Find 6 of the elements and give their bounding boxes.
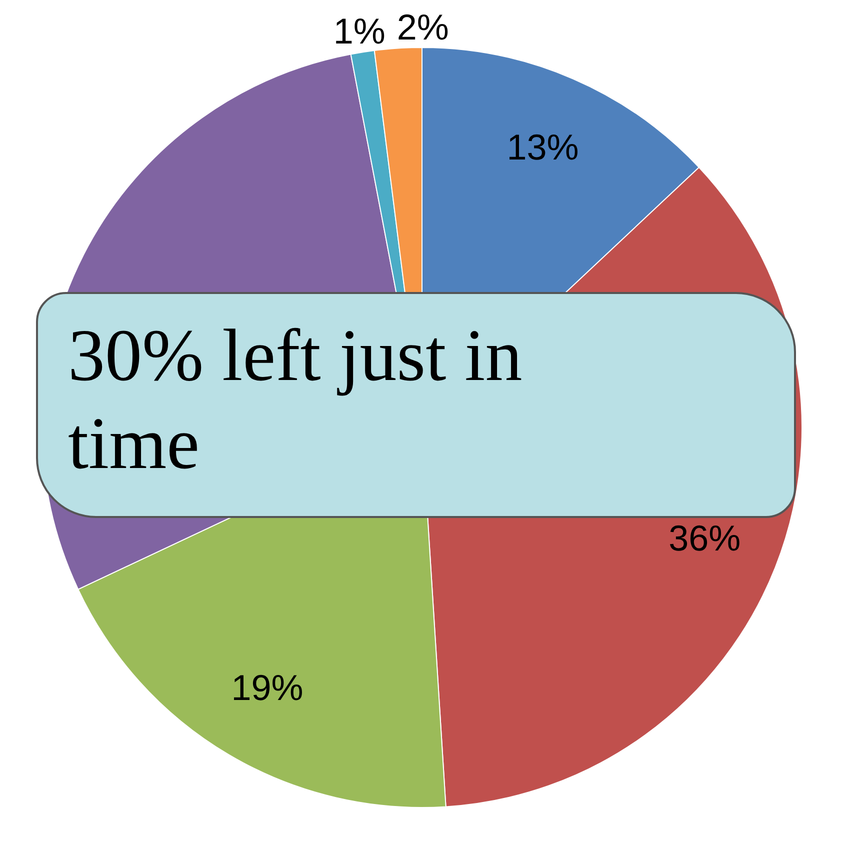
data-label: 13% <box>506 126 579 168</box>
data-label: 36% <box>668 517 741 558</box>
data-label: 1% <box>333 10 386 52</box>
banner-shape: 30% left just in time <box>36 292 796 518</box>
data-label: 19% <box>231 667 304 708</box>
data-label: 2% <box>396 6 449 48</box>
